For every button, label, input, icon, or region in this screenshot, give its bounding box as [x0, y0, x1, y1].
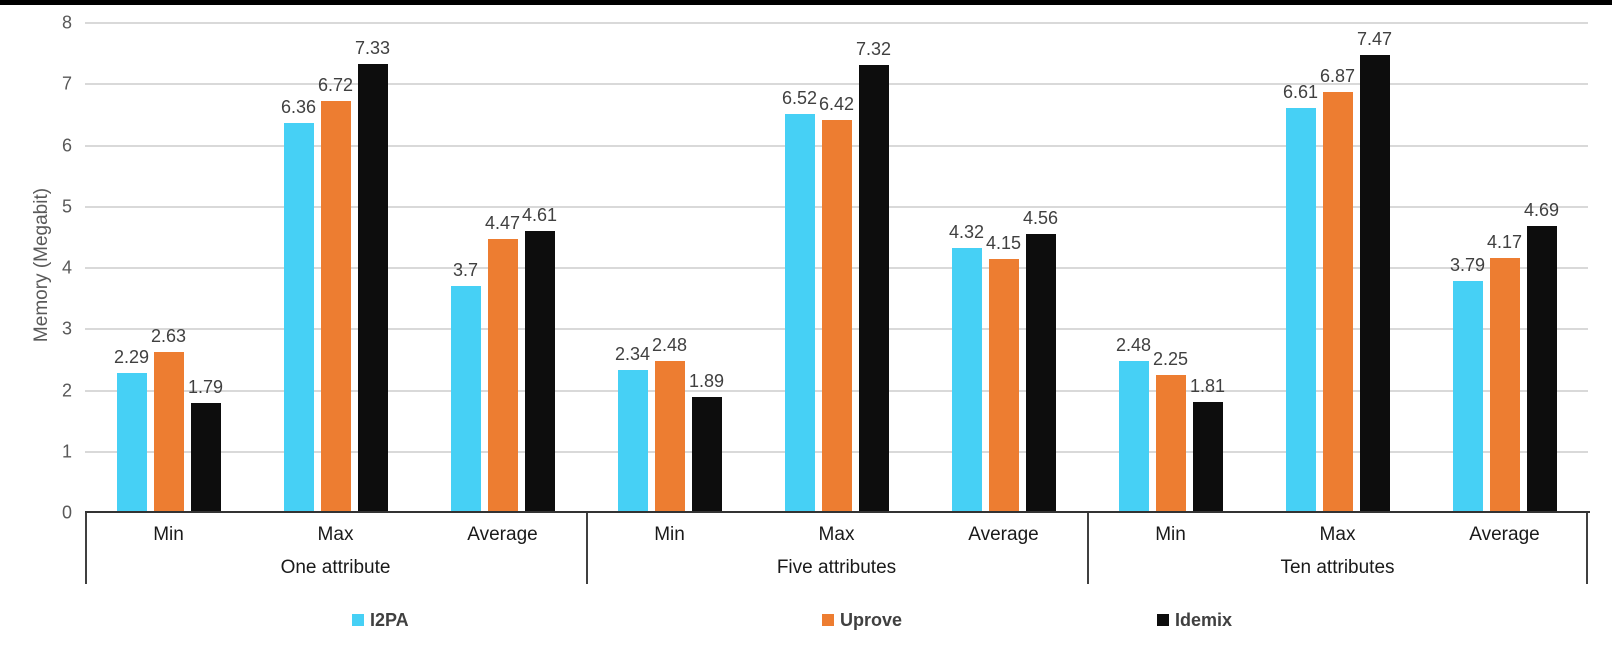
category-label: Min — [654, 524, 685, 545]
category-label: Average — [467, 524, 538, 545]
bar-value-label: 1.89 — [688, 371, 725, 392]
y-tick-label: 0 — [61, 502, 72, 523]
bar-value-label: 4.47 — [484, 213, 521, 234]
bar-value-label: 4.32 — [948, 222, 985, 243]
legend-label: I2PA — [370, 610, 409, 630]
bar-uprove — [320, 101, 351, 513]
bar-value-label: 7.32 — [855, 38, 892, 59]
y-tick-label: 1 — [61, 441, 72, 462]
gridline — [85, 83, 1588, 86]
bar-i2pa — [116, 372, 147, 513]
y-tick-label: 3 — [61, 318, 72, 339]
bar-i2pa — [450, 286, 481, 513]
bar-value-label: 6.72 — [317, 75, 354, 96]
bar-value-label: 6.52 — [781, 87, 818, 108]
bar-value-label: 2.29 — [113, 346, 150, 367]
category-label: Min — [153, 524, 184, 545]
bar-uprove — [654, 361, 685, 513]
legend-item-i2pa: I2PA — [352, 610, 409, 630]
bar-idemix — [858, 64, 889, 513]
bar-idemix — [691, 397, 722, 513]
group-label: Five attributes — [776, 557, 897, 578]
bar-idemix — [524, 230, 555, 513]
bar-value-label: 1.79 — [187, 377, 224, 398]
bar-idemix — [357, 64, 388, 513]
x-axis-line — [85, 511, 1590, 513]
category-label: Average — [968, 524, 1039, 545]
group-label: Ten attributes — [1280, 557, 1395, 578]
y-tick-label: 5 — [61, 196, 72, 217]
category-label: Max — [1319, 524, 1356, 545]
bar-value-label: 2.25 — [1152, 349, 1189, 370]
bar-value-label: 3.7 — [452, 260, 479, 281]
bar-uprove — [153, 351, 184, 513]
y-tick-label: 2 — [61, 380, 72, 400]
bar-value-label: 4.61 — [521, 204, 558, 225]
group-label: One attribute — [280, 557, 391, 578]
bar-value-label: 2.34 — [614, 343, 651, 364]
top-border — [0, 0, 1612, 5]
bar-value-label: 7.47 — [1356, 29, 1393, 50]
bar-uprove — [821, 119, 852, 513]
category-label: Max — [818, 524, 855, 545]
bar-value-label: 2.63 — [150, 325, 187, 346]
bar-value-label: 6.36 — [280, 97, 317, 118]
legend-swatch — [1157, 614, 1169, 626]
bar-idemix — [190, 403, 221, 513]
bar-value-label: 2.48 — [1115, 335, 1152, 356]
bar-i2pa — [283, 123, 314, 513]
bar-value-label: 4.15 — [985, 232, 1022, 253]
y-tick-label: 6 — [61, 135, 72, 155]
legend-item-uprove: Uprove — [822, 610, 903, 630]
bar-uprove — [487, 239, 518, 513]
bar-value-label: 6.87 — [1319, 66, 1356, 87]
bar-i2pa — [1118, 361, 1149, 513]
y-tick-label: 4 — [61, 257, 72, 278]
legend-label: Idemix — [1175, 610, 1233, 630]
legend-swatch — [822, 614, 834, 626]
bar-value-label: 4.69 — [1523, 199, 1560, 220]
bar-i2pa — [1452, 280, 1483, 513]
bar-value-label: 3.79 — [1449, 254, 1486, 275]
bar-idemix — [1359, 55, 1390, 513]
category-axis-border — [1586, 513, 1588, 584]
bar-value-label: 6.42 — [818, 93, 855, 114]
bar-uprove — [1322, 92, 1353, 513]
legend-swatch — [352, 614, 364, 626]
bar-uprove — [988, 258, 1019, 513]
bar-i2pa — [951, 248, 982, 513]
category-label: Max — [317, 524, 354, 545]
bar-i2pa — [784, 113, 815, 513]
category-axis-border — [85, 513, 87, 584]
legend-item-idemix: Idemix — [1157, 610, 1233, 630]
bar-idemix — [1025, 233, 1056, 513]
category-axis-border — [1087, 513, 1089, 584]
bar-value-label: 1.81 — [1189, 376, 1226, 397]
bar-uprove — [1155, 375, 1186, 513]
bar-value-label: 2.48 — [651, 335, 688, 356]
y-tick-label: 8 — [61, 12, 72, 33]
category-axis-border — [586, 513, 588, 584]
bar-value-label: 6.61 — [1282, 82, 1319, 103]
bar-uprove — [1489, 257, 1520, 513]
bar-value-label: 4.17 — [1486, 231, 1523, 252]
y-tick-label: 7 — [61, 73, 72, 94]
bar-idemix — [1526, 225, 1557, 513]
legend-label: Uprove — [840, 610, 903, 630]
bar-value-label: 7.33 — [354, 38, 391, 59]
bar-i2pa — [617, 369, 648, 513]
category-label: Average — [1469, 524, 1540, 545]
bar-idemix — [1192, 402, 1223, 513]
category-label: Min — [1155, 524, 1186, 545]
bar-value-label: 4.56 — [1022, 207, 1059, 228]
bar-i2pa — [1285, 108, 1316, 513]
gridline — [85, 22, 1588, 24]
